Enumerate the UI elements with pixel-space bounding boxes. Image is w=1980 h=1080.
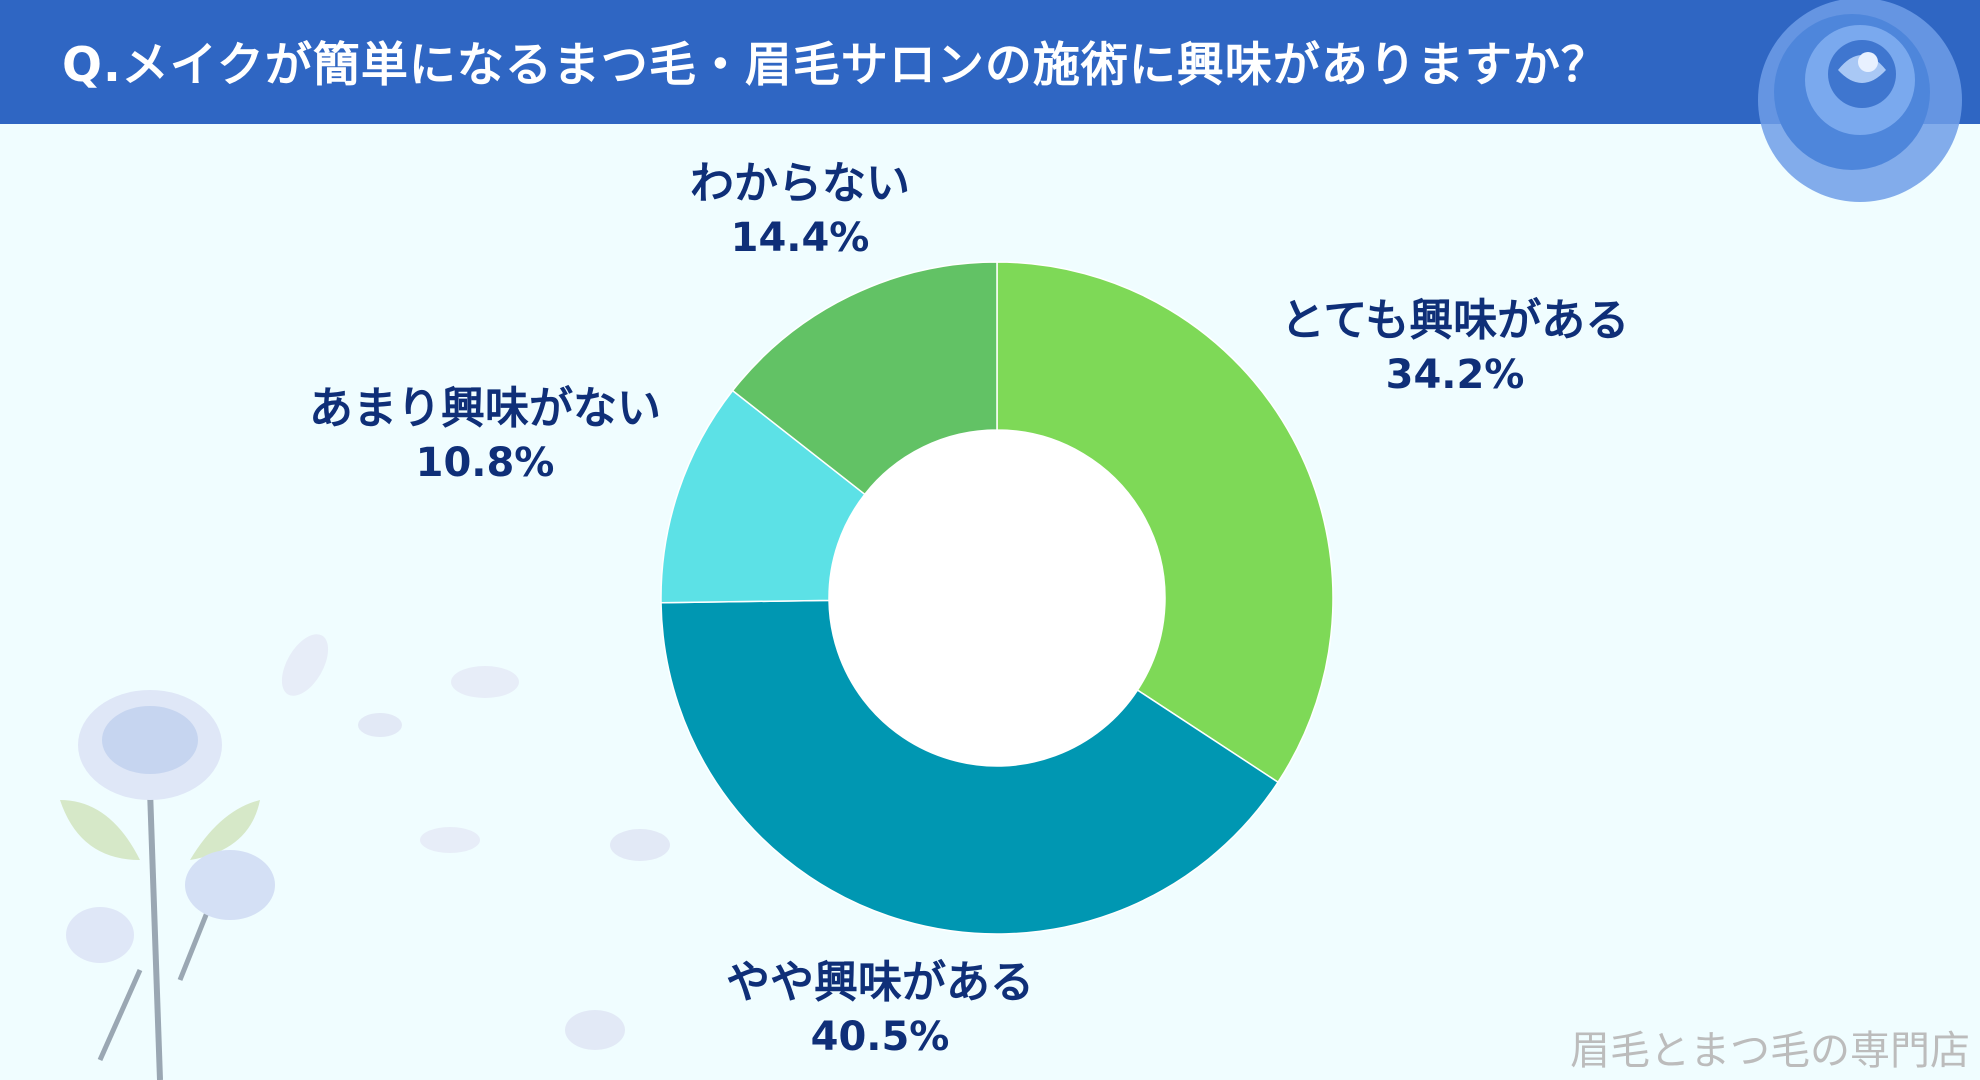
watermark: 眉毛とまつ毛の専門店 (1570, 1028, 1970, 1074)
rose-bouquet-decoration-icon (60, 690, 275, 1080)
slice-label-value: 34.2% (1385, 352, 1525, 399)
slice-label-name: わからない (690, 158, 910, 209)
slice-label-name: あまり興味がない (309, 383, 661, 434)
label-wakaranai: わからない 14.4% (640, 155, 960, 264)
slice-label-value: 10.8% (415, 440, 555, 487)
slice-label-name: とても興味がある (1280, 295, 1630, 346)
slice-label-value: 14.4% (730, 215, 870, 262)
chart-title: Q.メイクが簡単になるまつ毛・眉毛サロンの施術に興味がありますか？ (62, 38, 1609, 93)
slice-label-value: 40.5% (810, 1014, 950, 1061)
petals-decoration-icon (281, 634, 670, 1050)
donut-hole (829, 430, 1165, 766)
rose-decoration-top-icon (1758, 0, 1962, 202)
label-amari: あまり興味がない 10.8% (295, 380, 675, 489)
label-totemo: とても興味がある 34.2% (1265, 292, 1645, 401)
slice-label-name: やや興味がある (726, 957, 1034, 1008)
label-yaya: やや興味がある 40.5% (680, 954, 1080, 1063)
title-bar: Q.メイクが簡単になるまつ毛・眉毛サロンの施術に興味がありますか？ (0, 0, 1980, 124)
